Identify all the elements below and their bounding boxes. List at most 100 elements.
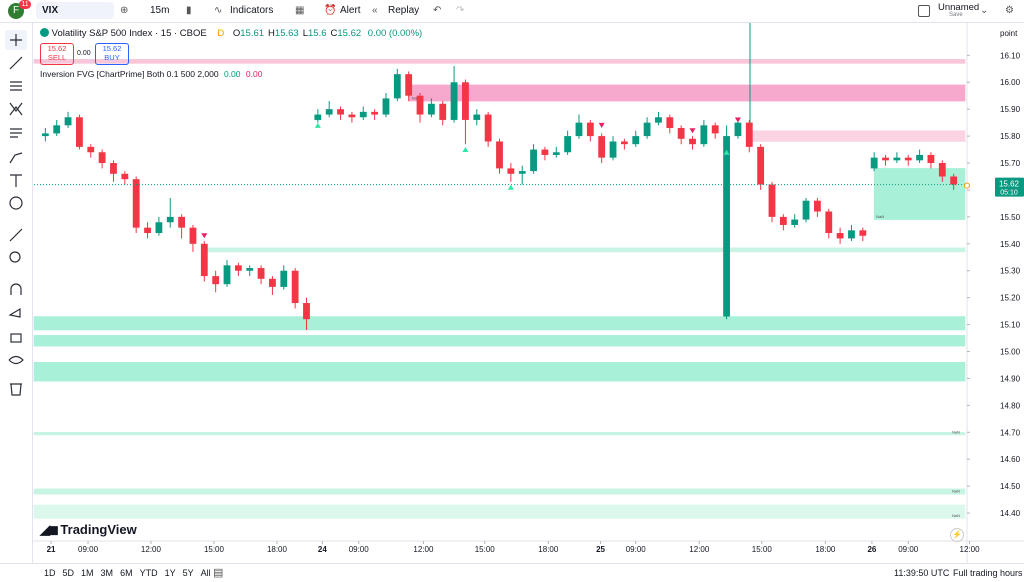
indicators-icon[interactable]: ∿	[214, 5, 223, 16]
candle-body	[575, 122, 583, 137]
ohlc-label: C	[330, 28, 338, 39]
zone-label: NaN	[952, 513, 960, 518]
candle-body	[98, 152, 106, 164]
calendar-icon[interactable]: ▤	[213, 567, 224, 579]
y-tick-label: 14.90	[1000, 374, 1021, 383]
candle-body	[155, 222, 163, 234]
zone-label: NaN	[412, 96, 420, 101]
settings[interactable]: ⚙	[1005, 5, 1014, 16]
candle-body	[609, 141, 617, 158]
candle-body	[666, 117, 674, 129]
alert-icon[interactable]: ⏰	[324, 5, 337, 16]
save-label[interactable]: Save	[949, 12, 963, 18]
x-tick-label: 21	[47, 545, 56, 554]
last-price-label: 15.62	[999, 180, 1020, 189]
candle-body	[927, 154, 935, 164]
candle-body	[564, 136, 572, 153]
candle-body	[76, 117, 83, 147]
buy-button[interactable]: 15.62 BUY	[95, 43, 129, 65]
session[interactable]: Full trading hours	[953, 568, 1023, 578]
range[interactable]: 5D	[62, 568, 75, 578]
y-tick-label: 15.90	[1000, 105, 1021, 114]
candle-body	[439, 103, 447, 120]
candle-body	[473, 114, 481, 120]
fvg-zone	[33, 488, 966, 495]
y-tick-label: 16.10	[1000, 51, 1021, 60]
sell-price: 15.62	[47, 44, 67, 53]
interval[interactable]: 15m	[150, 5, 170, 16]
sell-button[interactable]: 15.62 SELL	[40, 43, 74, 65]
layout-name[interactable]: Unnamed	[938, 2, 980, 13]
candle-body	[620, 141, 628, 145]
x-tick-label: 15:00	[204, 545, 225, 554]
ohlc: O15.61 H15.63 L15.6 C15.62	[233, 28, 365, 39]
fvg-zone	[873, 168, 966, 220]
range[interactable]: 6M	[120, 568, 133, 578]
candle-body	[916, 154, 923, 161]
candle-body	[541, 149, 549, 155]
events-icon[interactable]: ⚡	[950, 528, 964, 542]
range[interactable]: 1M	[81, 568, 94, 578]
y-tick-label: 14.60	[1000, 455, 1021, 464]
range[interactable]: 1Y	[164, 568, 176, 578]
y-tick-label: 14.70	[1000, 428, 1021, 437]
add-icon[interactable]: ⊕	[120, 5, 129, 16]
range[interactable]: 5Y	[182, 568, 194, 578]
candle-body	[677, 128, 685, 139]
range[interactable]: 3M	[100, 568, 114, 578]
candle-body	[496, 141, 503, 169]
tool-icons	[8, 34, 24, 396]
fvg-zone	[33, 335, 966, 347]
layout-menu[interactable]: ⌄	[980, 5, 989, 16]
ranges: 1D 5D 1M 3M 6M YTD 1Y 5Y All	[44, 568, 218, 578]
y-tick-label: 15.50	[1000, 213, 1021, 222]
layout-icon[interactable]	[918, 5, 930, 17]
candle-body	[121, 173, 129, 180]
candle-body	[41, 133, 49, 137]
signal	[507, 184, 514, 190]
x-tick-label: 09:00	[626, 545, 647, 554]
candle-body	[734, 122, 742, 137]
x-tick-label: 18:00	[538, 545, 559, 554]
candle-body	[518, 171, 526, 174]
redo[interactable]: ↷	[456, 5, 465, 16]
legend-title: Volatility S&P 500 Index · 15 · CBOE	[51, 28, 207, 39]
alert[interactable]: Alert	[340, 5, 361, 16]
fvg-zone	[408, 84, 966, 102]
zone-label: NaN	[952, 489, 960, 494]
candle-body	[802, 200, 810, 220]
candle-body	[643, 122, 651, 137]
candle-body	[257, 268, 265, 279]
signal	[314, 122, 321, 128]
templates-icon[interactable]: ▦	[295, 5, 305, 16]
x-tick-label: 12:00	[960, 545, 981, 554]
x-tick-label: 15:00	[752, 545, 773, 554]
symbol-box[interactable]	[36, 2, 114, 19]
x-tick-label: 09:00	[349, 545, 370, 554]
range[interactable]: YTD	[139, 568, 158, 578]
clock: 11:39:50 UTC	[894, 568, 950, 578]
undo[interactable]: ↶	[433, 5, 442, 16]
chart-type-icon[interactable]: ▮	[186, 5, 192, 16]
candle-body	[200, 243, 208, 277]
ohlc-label: H	[268, 28, 275, 39]
replay[interactable]: Replay	[388, 5, 420, 16]
x-tick-label: 24	[318, 545, 327, 554]
candle-body	[882, 157, 889, 161]
indicators[interactable]: Indicators	[230, 5, 274, 16]
range[interactable]: All	[200, 568, 211, 578]
alert-marker	[964, 182, 970, 189]
candle-body	[813, 200, 821, 212]
replay-icon[interactable]: «	[372, 5, 378, 16]
candle-body	[870, 157, 878, 169]
candle-body	[711, 125, 719, 134]
symbol[interactable]: VIX	[42, 5, 59, 16]
range[interactable]: 1D	[44, 568, 56, 578]
ohlc-label: L	[302, 28, 308, 39]
axis-title: point	[1000, 29, 1018, 38]
y-tick-label: 15.30	[1000, 267, 1021, 276]
fvg-zone	[33, 316, 966, 331]
sell-label: SELL	[47, 53, 67, 62]
signal	[723, 149, 730, 155]
brand-name: TradingView	[60, 522, 137, 537]
